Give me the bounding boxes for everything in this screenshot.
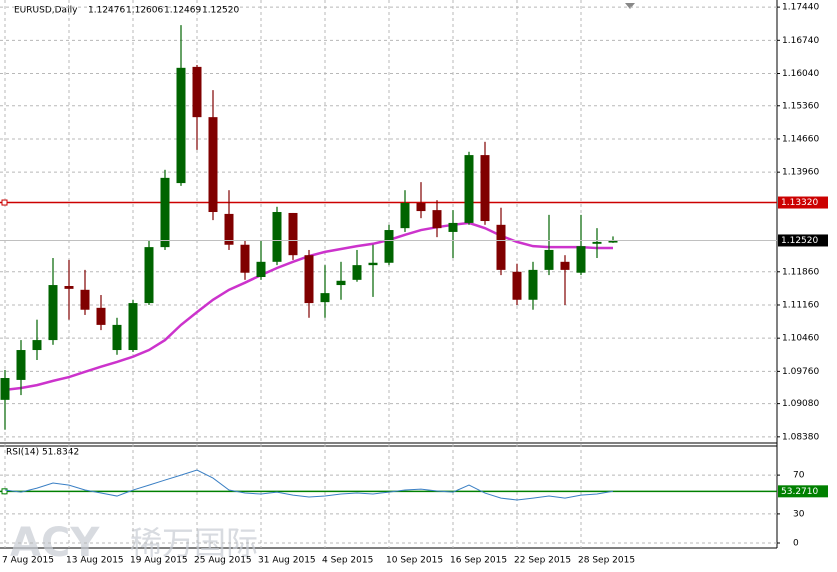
x-tick-label: 31 Aug 2015 xyxy=(258,556,316,566)
candle-body xyxy=(64,286,74,289)
candle-body xyxy=(400,203,410,229)
x-tick-label: 28 Sep 2015 xyxy=(578,556,635,566)
candle-body xyxy=(96,307,106,325)
candle-body xyxy=(528,269,538,300)
candle-body xyxy=(352,265,362,280)
candle-body xyxy=(240,244,250,273)
y-tick-label: 1.13960 xyxy=(782,168,819,178)
candle-body xyxy=(144,247,154,304)
candle-body xyxy=(16,350,26,380)
candle-body xyxy=(48,285,58,341)
candle-body xyxy=(464,155,474,223)
candle-body xyxy=(448,222,458,232)
x-tick-label: 7 Aug 2015 xyxy=(2,556,54,566)
candle-body xyxy=(176,67,186,184)
x-tick-label: 25 Aug 2015 xyxy=(194,556,252,566)
quote-close: 1.12520 xyxy=(202,6,239,16)
candle-body xyxy=(128,303,138,351)
quote-high: 1.12606 xyxy=(126,6,163,16)
candle-body xyxy=(32,340,42,351)
candle-body xyxy=(256,261,266,277)
candle-body xyxy=(80,289,90,310)
y-tick-label: 1.17440 xyxy=(782,3,819,13)
candle-body xyxy=(512,271,522,300)
candle-body xyxy=(432,210,442,229)
quote-open: 1.12476 xyxy=(88,6,125,16)
candle-body xyxy=(560,261,570,270)
candle-body xyxy=(304,255,314,304)
candle-body xyxy=(160,177,170,248)
price-box xyxy=(778,234,828,247)
level-box xyxy=(778,485,828,498)
x-tick-label: 13 Aug 2015 xyxy=(66,556,124,566)
chart-title: EURUSD,Daily xyxy=(14,6,78,16)
y-tick-label: 1.11160 xyxy=(782,300,819,310)
shift-marker xyxy=(625,3,635,9)
candle-body xyxy=(288,212,298,256)
candle-body xyxy=(112,324,122,351)
x-tick-label: 16 Sep 2015 xyxy=(450,556,507,566)
candle-body xyxy=(368,262,378,266)
level-label: 1.13320 xyxy=(781,198,818,208)
y-tick-label: 1.15360 xyxy=(782,101,819,111)
candle-body xyxy=(224,213,234,245)
level-handle xyxy=(1,488,8,495)
level-box xyxy=(778,196,828,209)
price-label: 1.12520 xyxy=(781,236,818,246)
candle-body xyxy=(208,117,218,213)
y-tick-label: 1.10460 xyxy=(782,334,819,344)
level-handle xyxy=(1,199,8,206)
y-tick-label: 1.09080 xyxy=(782,399,819,409)
candle-body xyxy=(544,249,554,270)
y-tick-label: 1.14660 xyxy=(782,134,819,144)
y-tick-label: 1.11860 xyxy=(782,267,819,277)
candle-body xyxy=(608,240,618,243)
x-tick-label: 4 Sep 2015 xyxy=(322,556,373,566)
rsi-title: RSI(14) 51.8342 xyxy=(6,448,79,458)
x-tick-label: 19 Aug 2015 xyxy=(130,556,188,566)
candle-body xyxy=(336,280,346,286)
y-tick-label: 1.08380 xyxy=(782,432,819,442)
candle-body xyxy=(272,212,282,262)
candle-body xyxy=(496,224,506,270)
candle-body xyxy=(0,378,10,400)
candle-body xyxy=(592,241,602,244)
level-label: 53.2710 xyxy=(781,487,818,497)
x-tick-label: 22 Sep 2015 xyxy=(514,556,571,566)
rsi-line xyxy=(4,469,614,501)
y-tick-label: 70 xyxy=(793,471,805,481)
candle-body xyxy=(384,230,394,263)
candle-body xyxy=(480,155,490,222)
quote-low: 1.12469 xyxy=(164,6,201,16)
y-tick-label: 1.16740 xyxy=(782,36,819,46)
candle-body xyxy=(320,293,330,303)
y-tick-label: 0 xyxy=(793,539,799,549)
candle-body xyxy=(416,203,426,212)
y-tick-label: 30 xyxy=(793,509,805,519)
y-tick-label: 1.09760 xyxy=(782,367,819,377)
candle-body xyxy=(192,66,202,118)
y-tick-label: 1.16040 xyxy=(782,69,819,79)
candle-body xyxy=(576,246,586,273)
x-tick-label: 10 Sep 2015 xyxy=(386,556,443,566)
